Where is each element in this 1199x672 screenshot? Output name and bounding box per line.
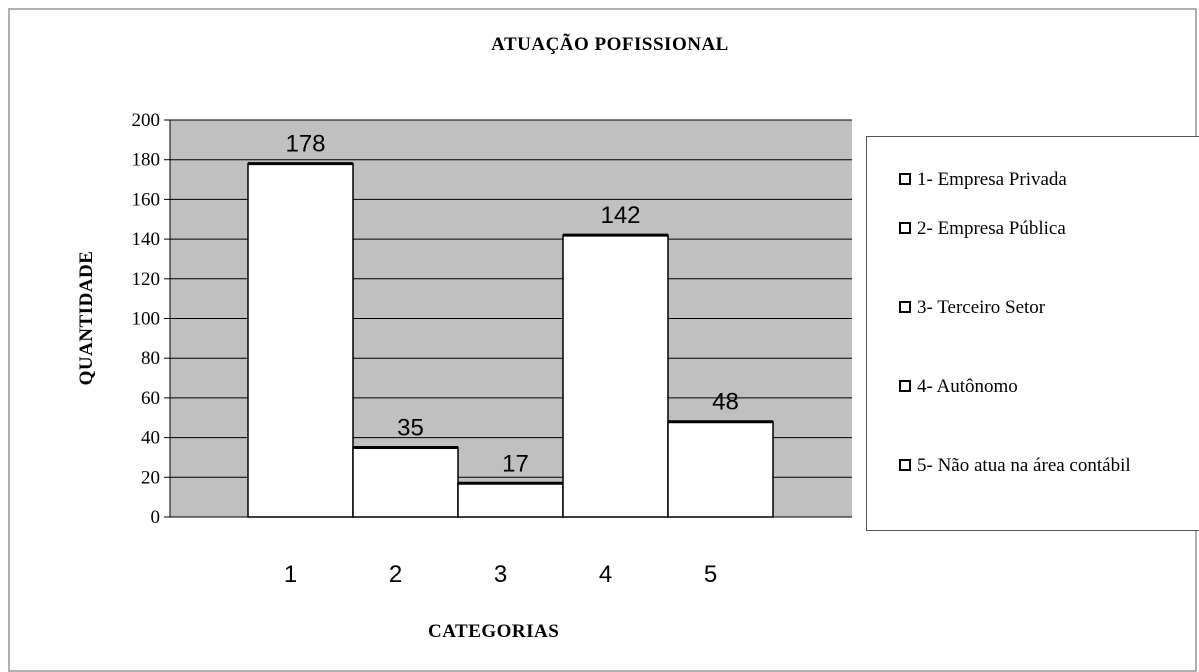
bar-2 <box>353 448 458 517</box>
legend-swatch-4 <box>899 380 911 392</box>
data-label: 48 <box>712 389 739 416</box>
legend-swatch-3 <box>899 301 911 313</box>
y-tick-label: 0 <box>151 507 161 528</box>
x-tick-label: 1 <box>284 561 297 588</box>
x-axis-label: CATEGORIAS <box>428 621 559 643</box>
legend-swatch-1 <box>899 173 911 185</box>
data-label: 142 <box>600 202 640 229</box>
legend-label-5: 5- Não atua na área contábil <box>917 455 1131 476</box>
y-tick-label: 200 <box>132 110 161 131</box>
x-tick-label: 2 <box>389 561 402 588</box>
legend-swatch-2 <box>899 222 911 234</box>
legend-swatch-5 <box>899 459 911 471</box>
data-label: 17 <box>502 450 529 477</box>
legend-label-2: 2- Empresa Pública <box>917 218 1066 239</box>
x-tick-label: 5 <box>704 561 717 588</box>
y-tick-label: 60 <box>141 388 160 409</box>
y-tick-label: 100 <box>132 309 161 330</box>
legend-label-1: 1- Empresa Privada <box>917 169 1067 190</box>
y-tick-label: 160 <box>132 189 161 210</box>
data-label: 178 <box>285 131 325 158</box>
y-tick-label: 140 <box>132 229 161 250</box>
bar-3 <box>458 483 563 517</box>
legend-item-2: 2- Empresa Pública <box>917 216 1066 242</box>
data-label: 35 <box>397 415 424 442</box>
y-tick-label: 180 <box>132 150 161 171</box>
legend-item-1: 1- Empresa Privada <box>917 167 1067 193</box>
bar-1 <box>248 164 353 517</box>
x-tick-label: 4 <box>599 561 612 588</box>
chart-legend: 1- Empresa Privada 2- Empresa Pública 3-… <box>866 136 1199 531</box>
bar-5 <box>668 422 773 517</box>
y-tick-label: 40 <box>141 428 160 449</box>
y-tick-label: 20 <box>141 467 160 488</box>
bar-4 <box>563 235 668 517</box>
y-tick-label: 80 <box>141 348 160 369</box>
legend-item-3: 3- Terceiro Setor <box>917 295 1045 321</box>
x-tick-label: 3 <box>494 561 507 588</box>
legend-item-4: 4- Autônomo <box>917 374 1018 400</box>
legend-label-4: 4- Autônomo <box>917 376 1018 397</box>
legend-label-3: 3- Terceiro Setor <box>917 297 1045 318</box>
legend-item-5: 5- Não atua na área contábil <box>917 453 1167 479</box>
y-tick-label: 120 <box>132 269 161 290</box>
y-axis-label: QUANTIDADE <box>76 251 98 386</box>
